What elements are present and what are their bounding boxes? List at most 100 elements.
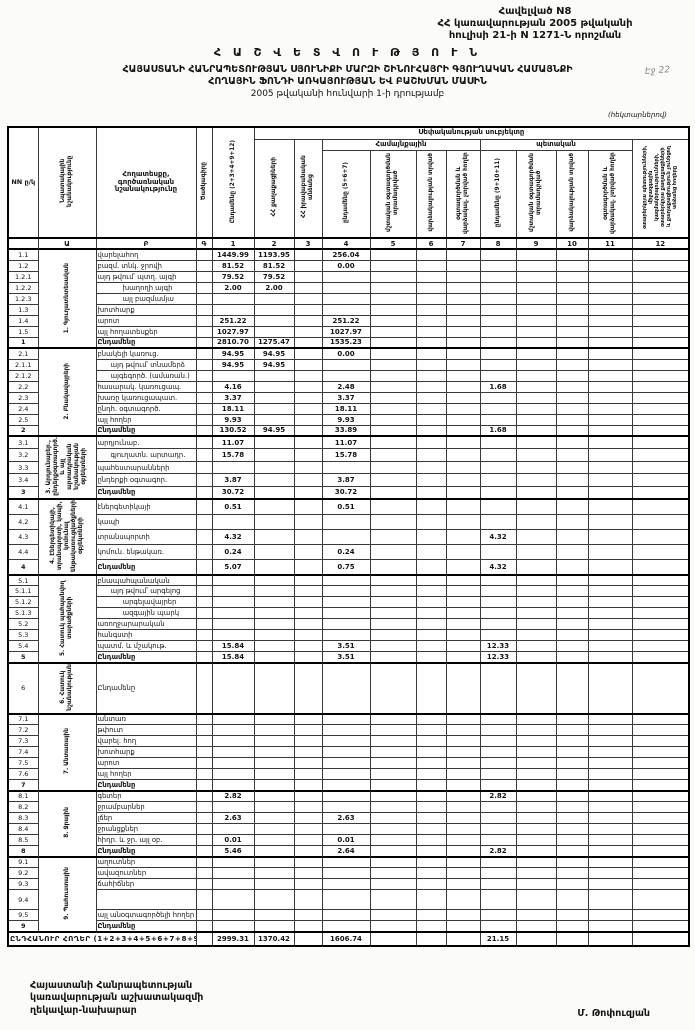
row-number: 5.1.2 <box>7 596 39 609</box>
cell-c11 <box>587 528 633 546</box>
cell-c12 <box>631 640 690 653</box>
cell-c11 <box>587 596 633 609</box>
cell-c9 <box>515 336 557 349</box>
cell-c5 <box>369 812 417 825</box>
cell-c1: 4.16 <box>211 380 255 393</box>
cell-c1 <box>211 768 255 781</box>
cell-c1 <box>211 661 255 715</box>
row-number: 1 <box>7 336 39 349</box>
cell-c4: 2.64 <box>321 845 371 858</box>
cell-c2 <box>253 629 295 642</box>
column-number: Ա <box>37 237 97 251</box>
cell-c10 <box>555 485 589 500</box>
cell-c9 <box>515 281 557 294</box>
cell-c12 <box>631 867 690 880</box>
section-cell: 3. Արդյունաբեր., ընդերքօգտագործ. և այլ ա… <box>37 435 97 500</box>
cell-code <box>195 347 213 360</box>
cell-c5 <box>369 920 417 933</box>
cell-c5 <box>369 314 417 327</box>
cell-c4: 1535.23 <box>321 336 371 349</box>
cell-c8 <box>479 358 517 371</box>
cell-c2 <box>253 823 295 836</box>
cell-c9 <box>515 424 557 437</box>
section-label: 9. Պահուստային <box>63 866 70 920</box>
cell-c4: 15.78 <box>321 448 371 462</box>
column-number: 1 <box>211 237 255 251</box>
cell-c7 <box>445 661 481 715</box>
cell-c8 <box>479 303 517 316</box>
table-row: 5.1.1 այդ թվում՝ արգելոց <box>7 585 690 598</box>
cell-c12 <box>631 712 690 726</box>
cell-code <box>195 618 213 631</box>
table-row: 8 Ընդամենը 5.46 2.64 2.82 <box>7 845 690 858</box>
cell-c3 <box>293 779 323 792</box>
cell-c9 <box>515 661 557 715</box>
cell-c10 <box>555 596 589 609</box>
row-number: 2.1 <box>7 347 39 360</box>
cell-c2 <box>253 559 295 576</box>
cell-code <box>195 757 213 770</box>
cell-c12 <box>631 497 690 515</box>
cell-c9 <box>515 573 557 587</box>
cell-c3 <box>293 314 323 327</box>
row-label: արդյունաբ. <box>95 435 197 450</box>
cell-c4 <box>321 460 371 475</box>
cell-c6 <box>415 768 447 781</box>
cell-c9 <box>515 629 557 642</box>
cell-c9 <box>515 391 557 404</box>
cell-c7 <box>445 845 481 858</box>
cell-c8 <box>479 779 517 792</box>
cell-c6 <box>415 402 447 415</box>
row-label: առողջարարական <box>95 618 197 631</box>
cell-c6 <box>415 473 447 487</box>
cell-c7 <box>445 248 481 261</box>
cell-c1: 94.95 <box>211 358 255 371</box>
table-row: 8.1 8. Ջրային գետեր 2.82 2.82 <box>7 789 690 858</box>
cell-c8 <box>479 909 517 922</box>
section-label: 1. Գյուղատնտեսական <box>63 262 70 333</box>
cell-c8 <box>479 855 517 869</box>
table-row: 4.2 կապի <box>7 513 690 530</box>
cell-c2: 94.95 <box>253 347 295 360</box>
section-label: 3. Արդյունաբեր., ընդերքօգտագործ. և այլ ա… <box>46 437 87 496</box>
row-number: 3 <box>7 485 39 500</box>
row-label: Ընդամենը <box>95 559 197 576</box>
cell-c10 <box>555 845 589 858</box>
cell-c11 <box>587 920 633 933</box>
cell-c9 <box>515 878 557 891</box>
cell-c1: 2.82 <box>211 789 255 803</box>
cell-c3 <box>293 358 323 371</box>
cell-c6 <box>415 513 447 530</box>
cell-c8 <box>479 448 517 462</box>
cell-c5 <box>369 801 417 814</box>
cell-c4 <box>321 909 371 922</box>
cell-c1 <box>211 513 255 530</box>
cell-c4 <box>321 735 371 748</box>
cell-c5 <box>369 358 417 371</box>
cell-c9 <box>515 270 557 283</box>
cell-c2: 1193.95 <box>253 248 295 261</box>
row-number: 2.4 <box>7 402 39 415</box>
row-number: 5 <box>7 651 39 664</box>
cell-code <box>195 889 213 911</box>
cell-code <box>195 413 213 426</box>
cell-c3 <box>293 724 323 737</box>
cell-c1 <box>211 573 255 587</box>
cell-c2 <box>253 735 295 748</box>
cell-c7 <box>445 724 481 737</box>
cell-c5 <box>369 259 417 272</box>
cell-c6 <box>415 640 447 653</box>
cell-c9 <box>515 823 557 836</box>
cell-code <box>195 528 213 546</box>
row-number: 1.2.2 <box>7 281 39 294</box>
row-number: 8 <box>7 845 39 858</box>
cell-c2 <box>253 845 295 858</box>
row-label: խոտհարք <box>95 303 197 316</box>
table-row: 3.2 գյուղատն. արտադր. 15.78 15.78 <box>7 448 690 462</box>
cell-c10 <box>555 757 589 770</box>
cell-c11 <box>587 724 633 737</box>
cell-c11 <box>587 460 633 475</box>
cell-c6 <box>415 712 447 726</box>
cell-c4: 2.63 <box>321 812 371 825</box>
cell-c6 <box>415 497 447 515</box>
